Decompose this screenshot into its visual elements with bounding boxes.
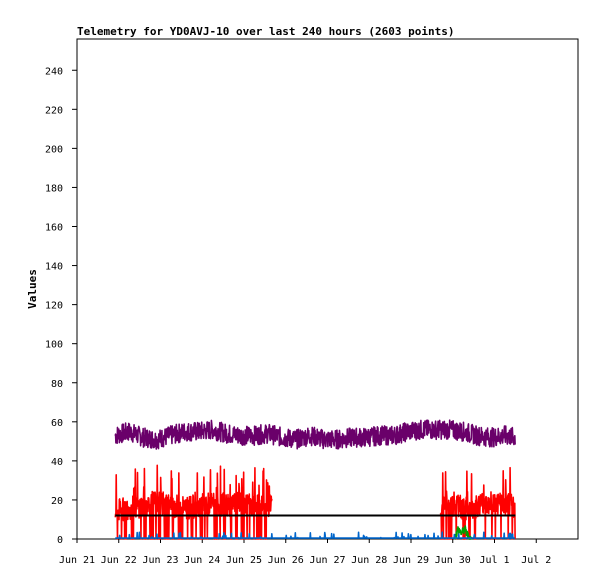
x-tick-label: Jun 21: [59, 555, 95, 566]
x-tick-label: Jul 1: [479, 555, 509, 566]
y-tick-label: 40: [51, 457, 63, 468]
y-tick-label: 220: [45, 105, 63, 116]
y-axis-label: Values: [26, 269, 39, 309]
x-tick-label: Jun 23: [142, 555, 178, 566]
y-tick-label: 240: [45, 66, 63, 77]
x-axis: Jun 21 Jun 22 Jun 23 Jun 24 Jun 25 Jun 26 Jun …: [59, 539, 551, 566]
y-tick-label: 100: [45, 340, 63, 351]
series-line-1: [114, 419, 516, 450]
x-tick-label: Jun 24: [184, 555, 220, 566]
series-line-2: [114, 464, 273, 540]
y-tick-label: 120: [45, 301, 63, 312]
series-line-5: [114, 531, 516, 539]
plot-area: [76, 38, 579, 540]
series-layer: [114, 419, 516, 540]
x-tick-label: Jun 29: [393, 555, 429, 566]
x-tick-label: Jun 30: [435, 555, 471, 566]
y-tick-label: 20: [51, 496, 63, 507]
x-tick-label: Jun 26: [268, 555, 304, 566]
y-tick-label: 160: [45, 223, 63, 234]
y-tick-label: 200: [45, 144, 63, 155]
x-tick-label: Jun 28: [351, 555, 387, 566]
y-tick-label: 0: [57, 535, 63, 546]
chart-title: Telemetry for YD0AVJ-10 over last 240 ho…: [77, 25, 455, 38]
y-tick-label: 180: [45, 183, 63, 194]
y-axis: 0 20 40 60 80 100 120 140 160 180 200 220 240: [45, 66, 77, 546]
y-tick-label: 140: [45, 262, 63, 273]
x-tick-label: Jun 25: [226, 555, 262, 566]
x-tick-label: Jun 27: [309, 555, 345, 566]
x-tick-label: Jun 22: [101, 555, 137, 566]
y-tick-label: 60: [51, 418, 63, 429]
x-tick-label: Jul 2: [521, 555, 551, 566]
y-tick-label: 80: [51, 379, 63, 390]
